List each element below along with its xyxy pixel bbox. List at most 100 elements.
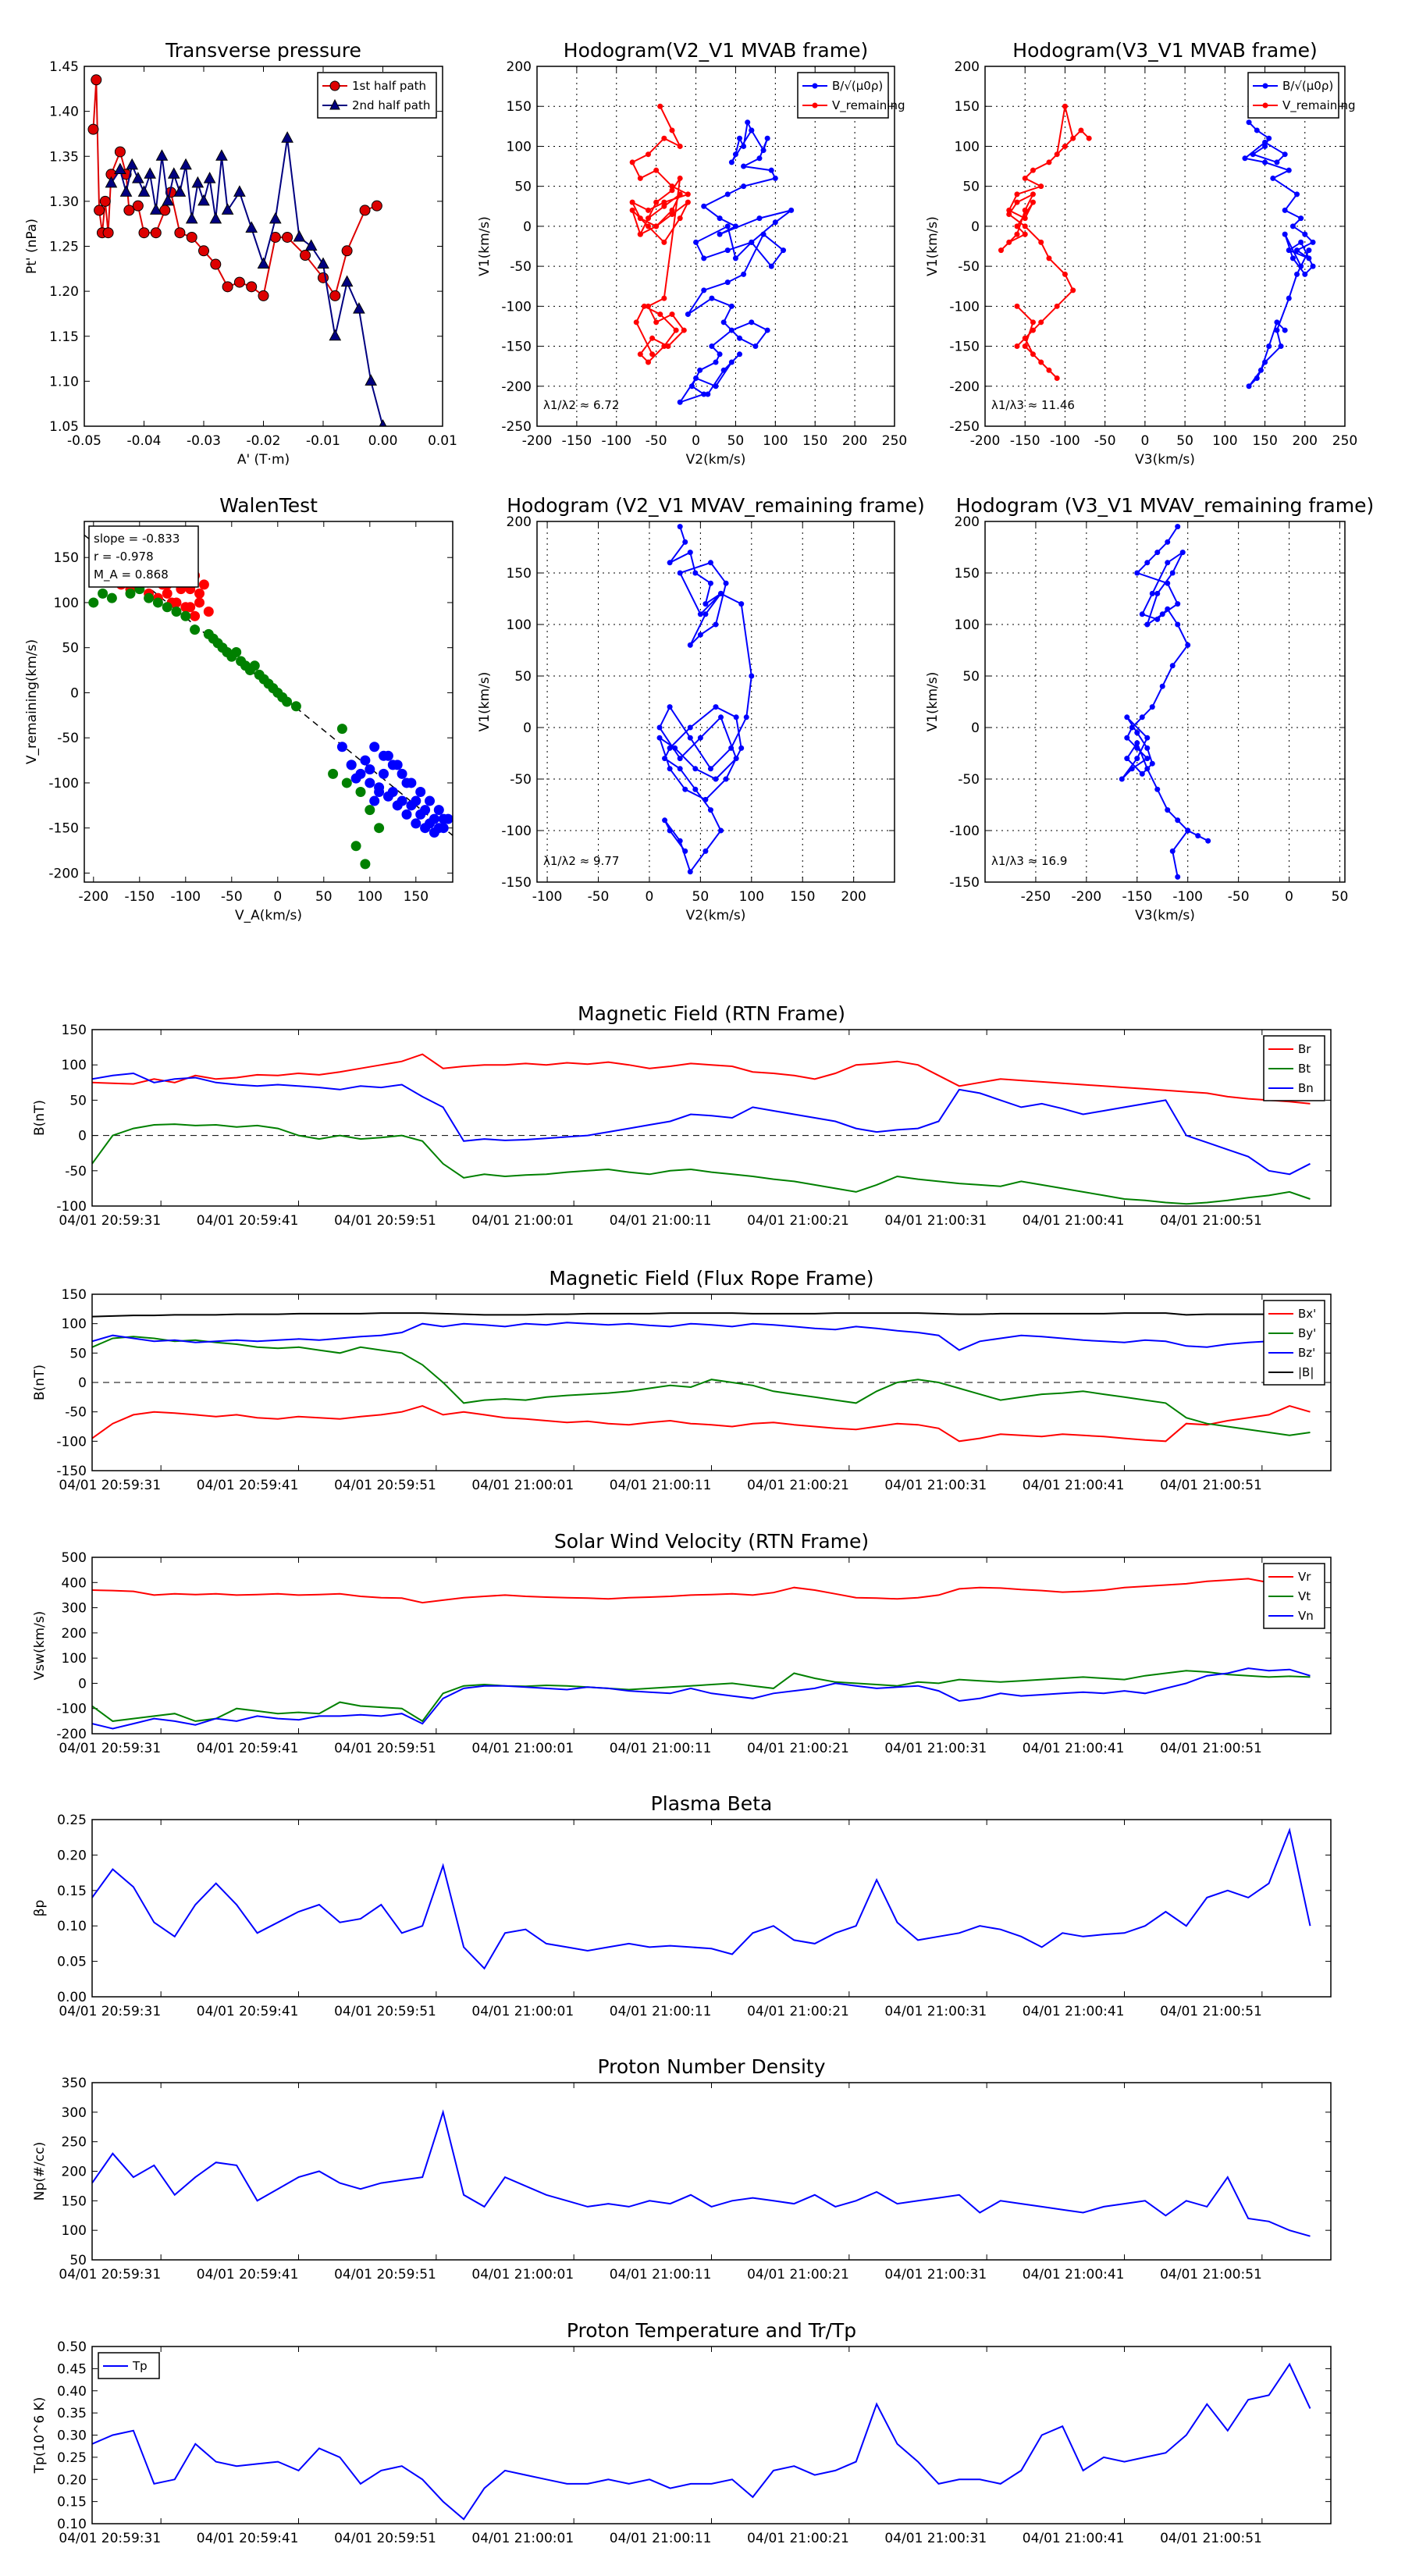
- x-tick-label: 04/01 21:00:21: [747, 1213, 849, 1229]
- data-point: [756, 215, 763, 222]
- data-point: [741, 271, 747, 277]
- data-point: [629, 159, 635, 165]
- y-tick-label: 150: [54, 550, 79, 566]
- data-point: [1038, 319, 1044, 326]
- data-point: [1175, 621, 1181, 628]
- data-point: [355, 787, 366, 797]
- data-point: [1054, 375, 1060, 382]
- y-axis-label: Tp(10^6 K): [32, 2397, 48, 2475]
- y-tick-label: 250: [62, 2135, 87, 2151]
- data-point: [1139, 611, 1145, 617]
- data-point: [171, 597, 182, 608]
- x-tick-label: -50: [646, 433, 667, 449]
- data-point: [1054, 151, 1060, 158]
- data-point: [88, 597, 99, 608]
- y-tick-label: -100: [56, 1702, 87, 1717]
- y-tick-label: 50: [514, 180, 532, 195]
- y-tick-label: 0.50: [57, 2339, 87, 2355]
- y-tick-label: -200: [48, 866, 79, 881]
- data-point: [341, 777, 352, 788]
- y-tick-label: 150: [62, 1287, 87, 1303]
- data-point: [728, 745, 735, 751]
- data-point: [687, 642, 693, 648]
- data-point: [1139, 714, 1145, 720]
- data-point: [194, 588, 205, 599]
- data-point: [1185, 827, 1191, 834]
- data-point: [717, 215, 723, 222]
- x-tick-label: 04/01 20:59:51: [334, 1741, 436, 1756]
- data-point: [1165, 807, 1171, 813]
- y-tick-label: -150: [48, 821, 79, 837]
- x-tick-label: 04/01 20:59:51: [334, 1213, 436, 1229]
- x-tick-label: 0: [692, 433, 700, 449]
- plot-area: [92, 1053, 1331, 1205]
- y-tick-label: 0: [78, 1676, 87, 1692]
- x-tick-label: 100: [763, 433, 788, 449]
- data-point: [365, 805, 375, 816]
- x-tick-label: 04/01 20:59:51: [334, 2267, 436, 2282]
- data-point: [119, 185, 133, 197]
- stats-line: r = -0.978: [94, 550, 154, 564]
- data-point: [749, 127, 755, 133]
- data-point: [641, 303, 647, 309]
- y-tick-label: -100: [949, 299, 980, 315]
- series-line-0: [658, 526, 752, 873]
- data-point: [760, 148, 767, 154]
- y-tick-label: 100: [507, 139, 532, 155]
- legend-label: Bz': [1298, 1346, 1315, 1360]
- data-point: [1022, 343, 1028, 350]
- data-point: [687, 724, 693, 731]
- plot-frame: [984, 521, 1346, 883]
- x-tick-label: 04/01 21:00:01: [471, 1478, 574, 1493]
- chart-solar-wind: Solar Wind Velocity (RTN Frame) 04/01 20:…: [32, 1530, 1332, 1756]
- data-point: [653, 199, 660, 205]
- data-point: [293, 229, 306, 242]
- x-tick-label: -150: [125, 889, 155, 905]
- data-point: [653, 223, 660, 229]
- data-point: [162, 588, 173, 599]
- data-point: [717, 231, 723, 237]
- data-point: [1030, 167, 1036, 173]
- data-point: [738, 601, 745, 607]
- plot-frame: [91, 1293, 1332, 1471]
- data-point: [1289, 255, 1296, 262]
- y-tick-label: 300: [62, 2105, 87, 2121]
- data-point: [257, 257, 270, 269]
- y-tick-label: 1.25: [49, 240, 79, 255]
- data-point: [379, 768, 389, 779]
- data-point: [1022, 335, 1028, 341]
- ratio-annotation: λ1/λ3 ≈ 11.46: [991, 398, 1075, 412]
- x-tick-label: 0: [273, 889, 282, 905]
- x-tick-label: 04/01 21:00:41: [1023, 2531, 1125, 2546]
- data-point: [685, 199, 691, 205]
- x-tick-label: 100: [739, 889, 764, 905]
- y-tick-label: -100: [48, 776, 79, 792]
- data-point: [657, 311, 663, 318]
- data-point: [1062, 103, 1068, 109]
- data-point: [1169, 848, 1176, 854]
- data-point: [415, 809, 426, 820]
- plot-area: [656, 524, 755, 875]
- x-tick-label: 04/01 21:00:31: [884, 1213, 987, 1229]
- x-tick-label: -0.04: [127, 433, 162, 449]
- data-point: [91, 74, 102, 86]
- data-point: [304, 239, 318, 251]
- y-tick-label: 1.15: [49, 329, 79, 345]
- data-point: [1165, 606, 1171, 612]
- y-tick-label: 500: [62, 1550, 87, 1566]
- series-line-0: [92, 1053, 1311, 1105]
- data-point: [669, 183, 675, 190]
- x-tick-label: 04/01 21:00:11: [610, 1478, 712, 1493]
- y-tick-label: 50: [69, 1346, 87, 1361]
- data-point: [300, 250, 311, 262]
- data-point: [764, 327, 770, 333]
- data-point: [653, 319, 660, 326]
- plot-frame: [84, 66, 443, 427]
- data-point: [1014, 191, 1020, 197]
- data-point: [191, 176, 205, 188]
- data-point: [713, 776, 719, 782]
- data-point: [732, 151, 738, 158]
- data-point: [433, 823, 444, 834]
- x-axis-label: V_A(km/s): [235, 908, 302, 923]
- data-point: [1262, 139, 1268, 145]
